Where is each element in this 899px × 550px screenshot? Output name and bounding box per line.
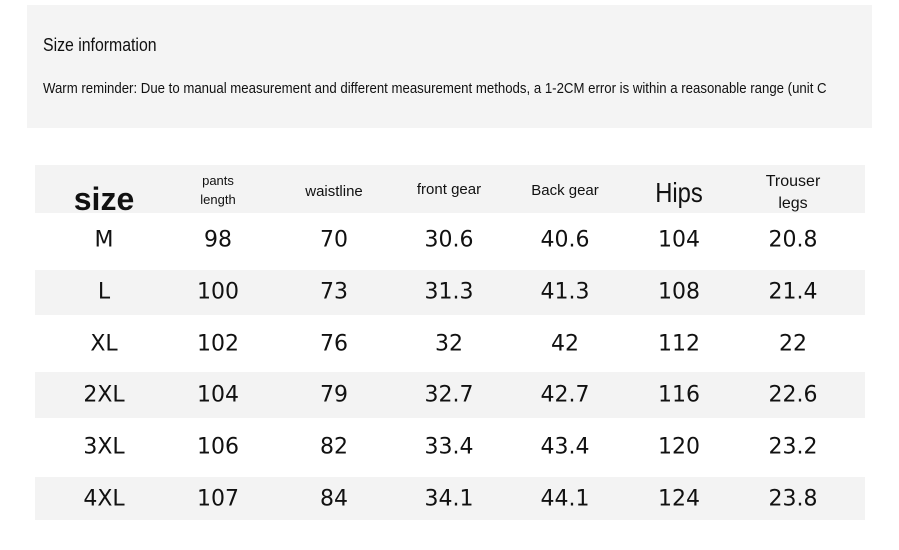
table-cell: 23.2 [768,434,818,460]
table-cell: 41.3 [540,279,590,305]
column-header: Back gear [531,182,599,199]
table-cell: 102 [197,331,239,357]
table-cell: 116 [658,382,700,408]
size-label: 2XL [83,382,125,408]
size-label: L [97,279,111,305]
row-band [35,477,865,520]
row-band [35,270,865,315]
column-header: pants length [200,173,236,207]
table-cell: 112 [658,331,700,357]
table-cell: 108 [658,279,700,305]
column-header: size [73,181,135,217]
table-cell: 21.4 [768,279,818,305]
column-header: Hips [655,177,703,208]
table-cell: 23.8 [768,486,818,512]
table-cell: 84 [320,486,348,512]
size-label: M [94,227,114,253]
table-cell: 22 [779,331,807,357]
table-cell: 40.6 [540,227,590,253]
table-cell: 32 [435,331,463,357]
table-cell: 42.7 [540,382,590,408]
table-cell: 70 [320,227,348,253]
table-cell: 32.7 [424,382,474,408]
table-cell: 42 [551,331,579,357]
column-header: waistline [305,183,363,200]
size-label: 4XL [83,486,125,512]
table-cell: 107 [197,486,239,512]
table-cell: 120 [658,434,700,460]
table-cell: 76 [320,331,348,357]
title: Size information [43,35,157,55]
size-label: 3XL [83,434,125,460]
table-cell: 44.1 [540,486,590,512]
size-label: XL [90,331,118,357]
table-cell: 43.4 [540,434,590,460]
table-cell: 33.4 [424,434,474,460]
row-band [35,372,865,418]
info-panel: Size information Warm reminder: Due to m… [27,5,872,128]
table-cell: 104 [658,227,700,253]
table-cell: 98 [204,227,232,253]
column-header: Trouser legs [765,173,821,212]
table-cell: 30.6 [424,227,474,253]
table-cell: 20.8 [768,227,818,253]
table-cell: 73 [320,279,348,305]
table-cell: 124 [658,486,700,512]
table-cell: 106 [197,434,239,460]
table-cell: 31.3 [424,279,474,305]
column-header: front gear [416,181,482,198]
table-cell: 22.6 [768,382,818,408]
table-cell: 104 [197,382,239,408]
table-cell: 100 [197,279,239,305]
table-cell: 79 [320,382,348,408]
header-band [35,165,865,213]
table-cell: 82 [320,434,348,460]
reminder: Warm reminder: Due to manual measurement… [43,80,827,97]
table-cell: 34.1 [424,486,474,512]
